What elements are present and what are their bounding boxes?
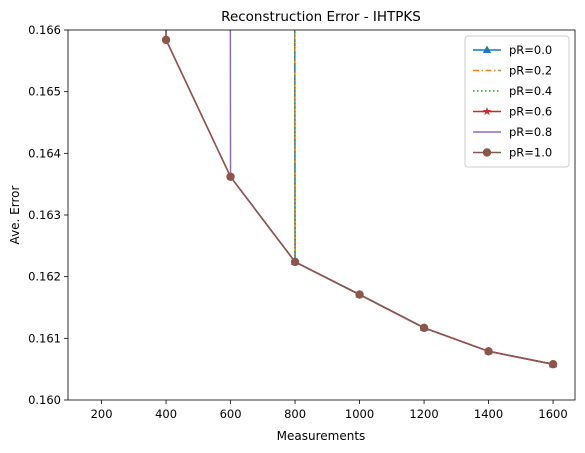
plot-area (161, 30, 558, 369)
y-tick-label: 0.161 (28, 331, 61, 345)
marker (548, 360, 558, 369)
x-tick-label: 200 (91, 407, 113, 421)
chart-title: Reconstruction Error - IHTPKS (221, 9, 421, 25)
legend-label: pR=0.6 (509, 105, 552, 119)
x-tick-label: 800 (284, 407, 306, 421)
legend-label: pR=0.4 (509, 84, 552, 98)
marker (226, 172, 235, 181)
y-tick-label: 0.160 (28, 393, 61, 407)
y-tick-label: 0.163 (28, 208, 61, 222)
marker (484, 347, 493, 356)
legend-label: pR=1.0 (509, 146, 552, 160)
legend-label: pR=0.0 (509, 43, 552, 57)
y-tick-label: 0.164 (28, 146, 61, 160)
y-tick-label: 0.165 (28, 85, 61, 99)
x-tick-label: 1400 (474, 407, 503, 421)
legend-box (464, 35, 570, 168)
x-tick-label: 600 (220, 407, 242, 421)
legend-label: pR=0.8 (509, 125, 552, 139)
x-tick-label: 1000 (345, 407, 374, 421)
legend-marker (482, 107, 492, 116)
y-axis-label: Ave. Error (8, 186, 22, 245)
x-axis-label: Measurements (277, 429, 366, 443)
x-tick-label: 400 (155, 407, 177, 421)
marker (290, 257, 300, 267)
y-tick-label: 0.166 (28, 23, 61, 37)
series-line (165, 30, 554, 365)
legend-label: pR=0.2 (509, 64, 552, 78)
legend-marker (482, 148, 492, 157)
marker (161, 35, 171, 45)
y-tick-label: 0.162 (28, 270, 61, 284)
marker (419, 323, 429, 333)
marker (355, 290, 364, 299)
x-tick-label: 1200 (409, 407, 438, 421)
x-tick-label: 1600 (538, 407, 567, 421)
legend-marker (482, 45, 492, 53)
